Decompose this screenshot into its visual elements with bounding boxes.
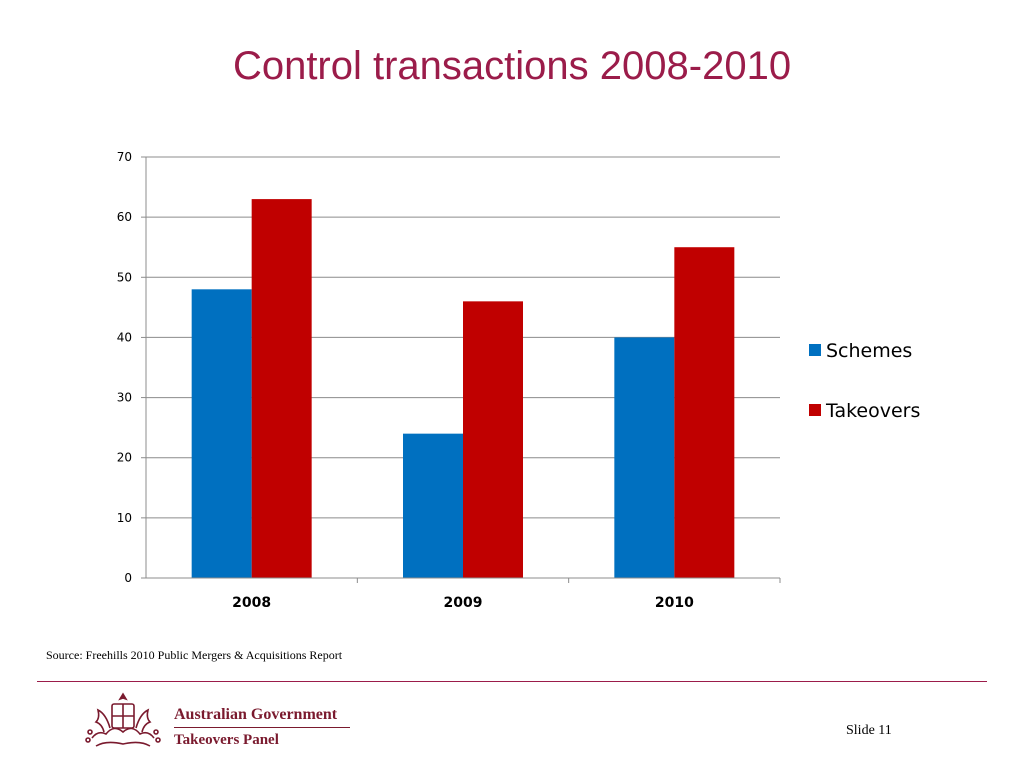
org-subname: Takeovers Panel (174, 732, 279, 748)
bars (191, 199, 735, 578)
y-tick-label: 10 (117, 511, 132, 525)
y-tick-label: 20 (117, 451, 132, 465)
footer-divider (37, 681, 987, 682)
legend-swatch-schemes (809, 344, 821, 356)
axes: 0 10 20 30 40 50 60 70 2008 2009 2010 (117, 150, 781, 611)
org-name: Australian Government (174, 706, 338, 723)
y-tick-label: 40 (117, 330, 132, 344)
bar-takeovers-2008 (251, 199, 312, 578)
y-tick-label: 50 (117, 270, 132, 284)
bar-chart: 0 10 20 30 40 50 60 70 2008 2009 2010 Schemes Takeo… (117, 150, 921, 611)
bar-takeovers-2009 (463, 301, 523, 578)
slide-title: Control transactions 2008-2010 (232, 44, 792, 88)
org-divider (174, 727, 350, 728)
bar-takeovers-2010 (674, 247, 735, 578)
bar-schemes-2008 (191, 289, 252, 578)
x-category-label: 2008 (232, 595, 271, 611)
source-note: Source: Freehills 2010 Public Mergers & … (46, 648, 343, 662)
slide-number: Slide 11 (846, 723, 892, 738)
legend: Schemes Takeovers (809, 340, 920, 422)
y-tick-label: 60 (117, 210, 132, 224)
x-category-label: 2010 (655, 595, 694, 611)
legend-label-schemes: Schemes (826, 340, 912, 362)
bar-schemes-2009 (403, 433, 463, 578)
y-tick-label: 0 (124, 571, 132, 585)
legend-swatch-takeovers (809, 404, 821, 416)
y-tick-label: 70 (117, 150, 132, 164)
y-tick-label: 30 (117, 391, 132, 405)
coat-of-arms-logo (85, 692, 161, 747)
x-category-label: 2009 (444, 595, 483, 611)
bar-schemes-2010 (614, 337, 675, 578)
legend-label-takeovers: Takeovers (825, 400, 920, 422)
